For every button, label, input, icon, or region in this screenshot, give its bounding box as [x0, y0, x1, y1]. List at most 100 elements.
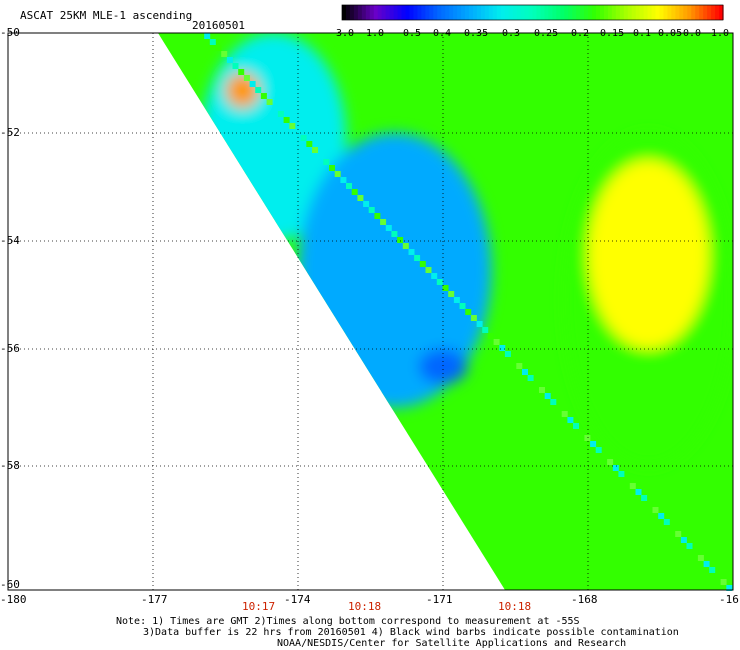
colorbar-cell [496, 5, 502, 20]
swath-edge-cell [436, 279, 443, 285]
colorbar-cell [695, 5, 700, 20]
colorbar-cell [576, 5, 581, 20]
colorbar-cell [476, 5, 482, 20]
colorbar-cell [615, 5, 621, 20]
colorbar-cell [445, 5, 450, 20]
time-label: 10:17 [242, 600, 276, 613]
colorbar-label: -0.2 [565, 28, 590, 39]
swath-edge-cell [652, 507, 659, 513]
lon-label: -16 [719, 593, 739, 606]
colorbar-cell [699, 5, 704, 20]
field-region [225, 73, 260, 108]
swath-edge-cell [453, 297, 460, 303]
swath-edge-cell [476, 321, 483, 327]
swath-edge-cell [527, 375, 534, 381]
colorbar-cell [592, 5, 597, 20]
lat-label: -60 [0, 578, 20, 591]
swath-edge-cell [221, 51, 228, 57]
colorbar-cell [572, 5, 577, 20]
colorbar-cell [469, 5, 474, 20]
swath-edge-cell [539, 387, 545, 393]
swath-edge-cell [300, 135, 307, 141]
colorbar-cell [663, 5, 669, 20]
swath-edge-cell [470, 315, 477, 321]
swath-edge-cell [391, 231, 398, 237]
swath-edge-cell [567, 417, 574, 423]
colorbar-cell [691, 5, 696, 20]
colorbar-cell [365, 5, 371, 20]
swath-edge-cell [624, 477, 631, 483]
lat-label: -56 [0, 342, 20, 355]
colorbar-cell [639, 5, 645, 20]
colorbar-cell [480, 5, 486, 20]
colorbar-label: 0.0 [683, 28, 702, 39]
swath-edge-cell [306, 141, 313, 147]
swath-edge-cell [629, 483, 636, 489]
colorbar-cell [393, 5, 399, 20]
swath-edge-cell [692, 549, 699, 555]
colorbar-cell [528, 5, 534, 20]
colorbar-label: -1.0 [360, 28, 385, 39]
colorbar-cell [631, 5, 637, 20]
colorbar-cell [560, 5, 565, 20]
field-region [418, 349, 468, 385]
colorbar-cell [508, 5, 514, 20]
colorbar-cell [564, 5, 569, 20]
swath-edge-cell [510, 357, 517, 363]
colorbar-cell [488, 5, 494, 20]
swath-edge-cell [442, 285, 449, 291]
colorbar [341, 4, 724, 21]
colorbar-cell [651, 5, 657, 20]
colorbar-cell [433, 5, 438, 20]
lon-label: -174 [284, 593, 311, 606]
time-label: 10:18 [498, 600, 532, 613]
swath-edge-cell [726, 585, 733, 591]
colorbar-cell [596, 5, 601, 20]
colorbar-cell [679, 5, 684, 20]
swath-edge-cell [646, 501, 653, 507]
swath-edge-cell [243, 75, 250, 81]
colorbar-cell [556, 5, 561, 20]
colorbar-cell [667, 5, 673, 20]
swath-edge-cell [334, 171, 341, 177]
swath-edge-cell [380, 219, 387, 225]
swath-edge-cell [414, 255, 421, 261]
colorbar-cell [437, 5, 442, 20]
lat-label: -50 [0, 26, 20, 39]
colorbar-cell [524, 5, 530, 20]
colorbar-cell [425, 5, 430, 20]
swath-edge-cell [703, 561, 710, 567]
swath-edge-cell [209, 39, 216, 45]
swath-edge-cell [363, 201, 370, 207]
swath-edge-cell [351, 189, 358, 195]
colorbar-cell [623, 5, 629, 20]
colorbar-frame [341, 4, 724, 21]
colorbar-label: -0.5 [397, 28, 422, 39]
swath-edge-cell [357, 195, 364, 201]
data-field [158, 33, 733, 590]
swath-edge-cell [249, 81, 256, 87]
colorbar-label: -0.3 [496, 28, 521, 39]
colorbar-cell [381, 5, 387, 20]
colorbar-cell [500, 5, 506, 20]
map-date: 20160501 [192, 19, 245, 32]
colorbar-cell [687, 5, 692, 20]
colorbar-cell [647, 5, 653, 20]
swath-edge-cell [255, 87, 262, 93]
colorbar-cell [472, 5, 478, 20]
colorbar-cell [429, 5, 434, 20]
colorbar-label: -0.4 [427, 28, 452, 39]
swath-edge-cell [238, 69, 245, 75]
colorbar-cell [389, 5, 395, 20]
lat-label: -54 [0, 234, 20, 247]
swath-edge-cell [260, 93, 267, 99]
colorbar-label: -0.25 [528, 28, 559, 39]
graticule [7, 32, 734, 591]
swath-edge-cell [232, 63, 239, 69]
swath-edge-cell [550, 399, 557, 405]
swath-edge-cell [658, 513, 665, 519]
swath-edge-cell [573, 423, 579, 429]
colorbar-cell [719, 5, 724, 20]
swath-edge-cell [612, 465, 619, 471]
